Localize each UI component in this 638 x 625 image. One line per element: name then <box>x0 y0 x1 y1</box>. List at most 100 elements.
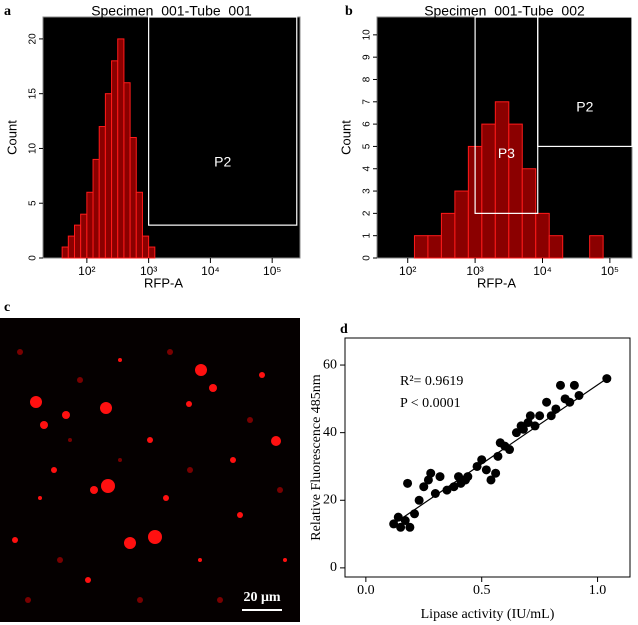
x-tick-label: 10⁴ <box>533 264 552 278</box>
annotation: R²= 0.9619 <box>400 374 463 389</box>
panel-label: c <box>4 300 10 315</box>
data-point <box>389 519 399 529</box>
data-point <box>523 418 533 428</box>
data-point <box>405 522 415 532</box>
histogram-bar <box>67 235 76 259</box>
data-point <box>449 482 459 492</box>
data-point <box>463 472 473 482</box>
y-tick-label: 60 <box>323 357 337 372</box>
data-point <box>410 509 420 519</box>
data-point <box>518 424 528 434</box>
gate-label: P2 <box>214 153 231 169</box>
y-tick-label: 0 <box>28 255 39 261</box>
histogram-bar <box>141 235 150 259</box>
data-point <box>574 390 584 400</box>
y-axis-label: Relative Fluorescence 485nm <box>309 374 324 541</box>
y-axis-label: Count <box>338 120 353 155</box>
x-tick-label: 0.0 <box>357 583 375 598</box>
y-tick-label: 15 <box>28 88 39 100</box>
x-tick-label: 10⁴ <box>201 264 220 278</box>
panel-label: d <box>340 322 348 337</box>
y-tick-label: 5 <box>362 143 373 149</box>
data-point <box>426 468 436 478</box>
histogram-bar <box>413 235 429 259</box>
y-tick-label: 10 <box>362 29 373 41</box>
y-tick-label: 0 <box>330 560 337 575</box>
x-tick-label: 10² <box>78 264 95 278</box>
x-tick-label: 10³ <box>140 264 157 278</box>
data-point <box>423 475 433 485</box>
gate-label: P3 <box>498 145 515 161</box>
y-tick-label: 2 <box>362 210 373 216</box>
x-tick-label: 10⁵ <box>263 264 281 278</box>
data-point <box>565 397 575 407</box>
data-point <box>393 512 403 522</box>
histogram-bar <box>80 213 88 259</box>
histogram-bar <box>123 82 131 259</box>
gate-label: P2 <box>576 98 593 114</box>
data-point <box>491 468 501 478</box>
histogram-bar <box>548 235 564 259</box>
y-tick-label: 3 <box>362 188 373 194</box>
histogram-bar <box>74 224 82 259</box>
gate <box>537 16 633 148</box>
data-point <box>569 380 579 390</box>
histogram-bar <box>111 60 119 259</box>
histogram-bar <box>481 123 496 259</box>
data-point <box>430 489 440 499</box>
data-point <box>535 411 545 421</box>
histogram-bar <box>129 137 137 259</box>
data-point <box>602 374 612 384</box>
data-point <box>493 451 503 461</box>
y-tick-label: 10 <box>28 142 39 154</box>
chart-title: Specimen_001-Tube_002 <box>424 3 585 19</box>
data-point <box>419 482 429 492</box>
annotation: P < 0.0001 <box>400 396 461 411</box>
y-tick-label: 20 <box>28 33 39 45</box>
data-point <box>555 380 565 390</box>
panel-label: a <box>4 4 11 19</box>
data-point <box>505 445 515 455</box>
data-point <box>525 411 535 421</box>
data-point <box>546 411 556 421</box>
histogram-bar <box>98 126 106 259</box>
histogram-bar <box>61 246 69 259</box>
x-axis-label: Lipase activity (IU/mL) <box>421 607 555 622</box>
data-point <box>486 475 496 485</box>
scale-bar-label: 20 μm <box>243 590 280 605</box>
y-tick-label: 6 <box>362 121 373 127</box>
histogram-bar <box>589 235 604 259</box>
x-tick-label: 10³ <box>466 264 483 278</box>
data-point <box>396 522 406 532</box>
y-tick-label: 8 <box>362 76 373 82</box>
histogram-bar <box>148 246 156 259</box>
data-point <box>435 472 445 482</box>
histogram-bar <box>494 101 510 259</box>
histogram-bar <box>86 191 94 259</box>
faint-droplets <box>17 349 283 603</box>
x-tick-label: 10⁵ <box>601 264 619 278</box>
plot-frame <box>344 337 631 578</box>
y-axis-label: Count <box>4 120 19 155</box>
y-tick-label: 40 <box>323 425 337 440</box>
x-axis-label: RFP-A <box>477 275 516 290</box>
x-axis-label: RFP-A <box>144 275 183 290</box>
histogram-bar <box>427 235 442 259</box>
data-point <box>542 397 552 407</box>
histogram-bar <box>135 191 143 259</box>
histogram-bar <box>440 212 456 259</box>
histogram-bar <box>104 93 113 259</box>
y-tick-label: 0 <box>362 255 373 261</box>
histogram-bar <box>454 190 469 259</box>
chart-title: Specimen_001-Tube_001 <box>91 3 252 19</box>
data-point <box>530 421 540 431</box>
data-point <box>472 461 482 471</box>
y-tick-label: 5 <box>28 200 39 206</box>
data-point <box>442 485 452 495</box>
x-tick-label: 1.0 <box>589 583 607 598</box>
data-point <box>454 472 464 482</box>
histogram-bar <box>92 158 100 259</box>
data-point <box>551 404 561 414</box>
